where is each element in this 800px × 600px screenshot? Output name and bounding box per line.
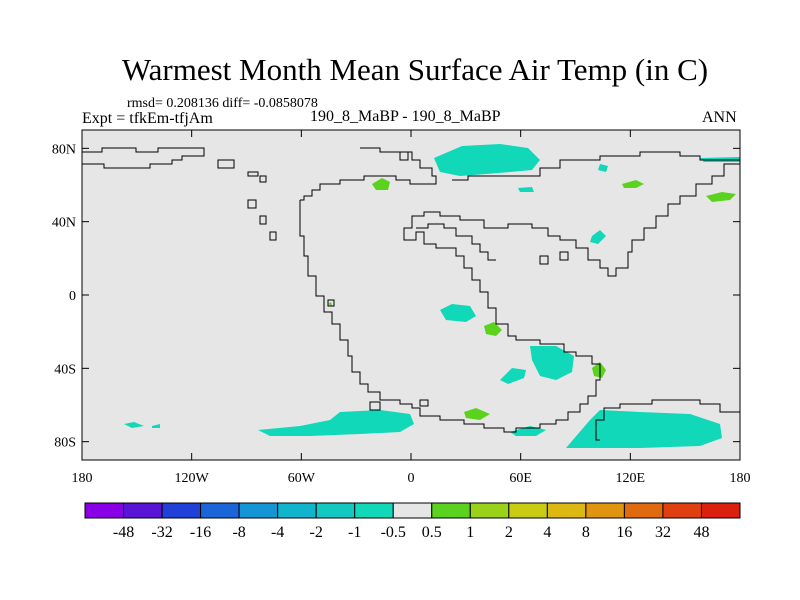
- colorbar-swatch: [123, 502, 163, 519]
- colorbar-swatch: [238, 502, 279, 519]
- coastline-island: [269, 231, 277, 241]
- anomaly-patch: [372, 178, 390, 190]
- coastline-island: [369, 401, 381, 411]
- anomaly-patch: [592, 362, 606, 378]
- lat-tick-label: 80N: [52, 142, 76, 157]
- colorbar-swatch: [315, 502, 356, 519]
- lon-tick-label: 120W: [175, 471, 210, 486]
- season-label: ANN: [702, 109, 737, 126]
- coastline-island: [419, 399, 429, 407]
- anomaly-patch: [590, 230, 606, 244]
- colorbar-label: -2: [310, 524, 323, 541]
- coastline-eurasia: [452, 151, 740, 181]
- lon-tick-label: 180: [730, 471, 751, 486]
- lon-tick-label: 60E: [509, 471, 532, 486]
- coastline-east: [299, 163, 740, 433]
- anomaly-patch: [434, 144, 540, 176]
- colorbar-label: 48: [693, 524, 709, 541]
- lat-tick-label: 40N: [52, 216, 76, 231]
- anomaly-patch: [500, 368, 526, 384]
- colorbar-swatch: [546, 502, 587, 519]
- colorbar-label: 0.5: [422, 524, 442, 541]
- experiment-label: Expt = tfkEm-tfjAm: [82, 110, 213, 127]
- colorbar: -48 -32 -16 -8 -4 -2 -1 -0.5 0.5 1 2 4 8 16 32 48: [84, 502, 741, 541]
- coastline-island: [399, 151, 409, 161]
- colorbar-label: 16: [616, 524, 632, 541]
- coastline-island: [217, 159, 235, 169]
- colorbar-label: 2: [505, 524, 513, 541]
- coastline-island: [247, 199, 257, 209]
- colorbar-swatch: [200, 502, 240, 519]
- map-background: [82, 130, 740, 460]
- lat-tick-label: 0: [69, 289, 76, 304]
- colorbar-swatch: [585, 502, 625, 519]
- colorbar-label: -0.5: [381, 524, 406, 541]
- lon-tick-label: 0: [408, 471, 415, 486]
- lat-tick-label: 80S: [54, 436, 76, 451]
- coastline-south: [595, 399, 740, 441]
- anomaly-patch: [530, 346, 574, 380]
- colorbar-swatch: [508, 502, 548, 519]
- anomaly-patch: [152, 424, 160, 428]
- colorbar-label: 32: [655, 524, 671, 541]
- colorbar-label: 8: [582, 524, 590, 541]
- colorbar-label: -1: [348, 524, 361, 541]
- anomaly-patch: [328, 302, 332, 306]
- colorbar-label: -16: [190, 524, 211, 541]
- colorbar-label: -8: [232, 524, 245, 541]
- coastline-island: [559, 251, 569, 261]
- lat-tick-label: 40S: [54, 362, 76, 377]
- subtitle-label: 190_8_MaBP - 190_8_MaBP: [310, 108, 501, 125]
- coastline-island: [327, 299, 335, 307]
- colorbar-swatch: [469, 502, 510, 519]
- lon-tick-label: 60W: [288, 471, 316, 486]
- colorbar-swatch: [277, 502, 317, 519]
- positive-anomaly-patches: [328, 178, 736, 420]
- colorbar-label: 1: [466, 524, 474, 541]
- anomaly-patch: [518, 187, 534, 192]
- colorbar-swatch: [354, 502, 394, 519]
- coastline-island: [539, 255, 549, 265]
- colorbar-label: 4: [543, 524, 551, 541]
- anomaly-patch: [622, 180, 644, 188]
- colorbar-swatch: [662, 502, 702, 519]
- anomaly-patch: [258, 410, 414, 436]
- anomaly-patch: [440, 304, 476, 322]
- coastline-inner-sea: [416, 223, 496, 261]
- latitude-axis: 80N 40N 0 40S 80S: [52, 142, 740, 451]
- stats-label: rmsd= 0.208136 diff= -0.0858078: [127, 96, 318, 111]
- colorbar-label: -32: [151, 524, 172, 541]
- colorbar-label: -48: [113, 524, 134, 541]
- longitude-axis: 180 120W 60W 0 60E 120E 180: [72, 130, 751, 486]
- anomaly-patch: [706, 192, 736, 202]
- lon-tick-label: 180: [72, 471, 93, 486]
- colorbar-swatch: [431, 502, 471, 519]
- colorbar-label: -4: [271, 524, 284, 541]
- coastline-island: [259, 215, 267, 225]
- negative-anomaly-patches: [124, 144, 740, 448]
- coastlines: [82, 147, 740, 441]
- colorbar-swatch: [392, 502, 433, 519]
- coastline-island: [259, 175, 267, 183]
- colorbar-swatch: [84, 502, 125, 519]
- anomaly-patch: [124, 422, 144, 428]
- coastline-island: [247, 171, 259, 177]
- anomaly-patch: [566, 410, 722, 448]
- coastline-north: [82, 147, 205, 169]
- anomaly-patch: [598, 164, 608, 172]
- colorbar-swatch: [623, 502, 664, 519]
- coastline-arctic: [300, 147, 437, 201]
- colorbar-swatch: [161, 502, 202, 519]
- anomaly-patch: [464, 408, 490, 420]
- anomaly-patch: [484, 322, 502, 336]
- lon-tick-label: 120E: [616, 471, 646, 486]
- page-title: Warmest Month Mean Surface Air Temp (in …: [121, 52, 709, 87]
- colorbar-swatch: [700, 502, 741, 519]
